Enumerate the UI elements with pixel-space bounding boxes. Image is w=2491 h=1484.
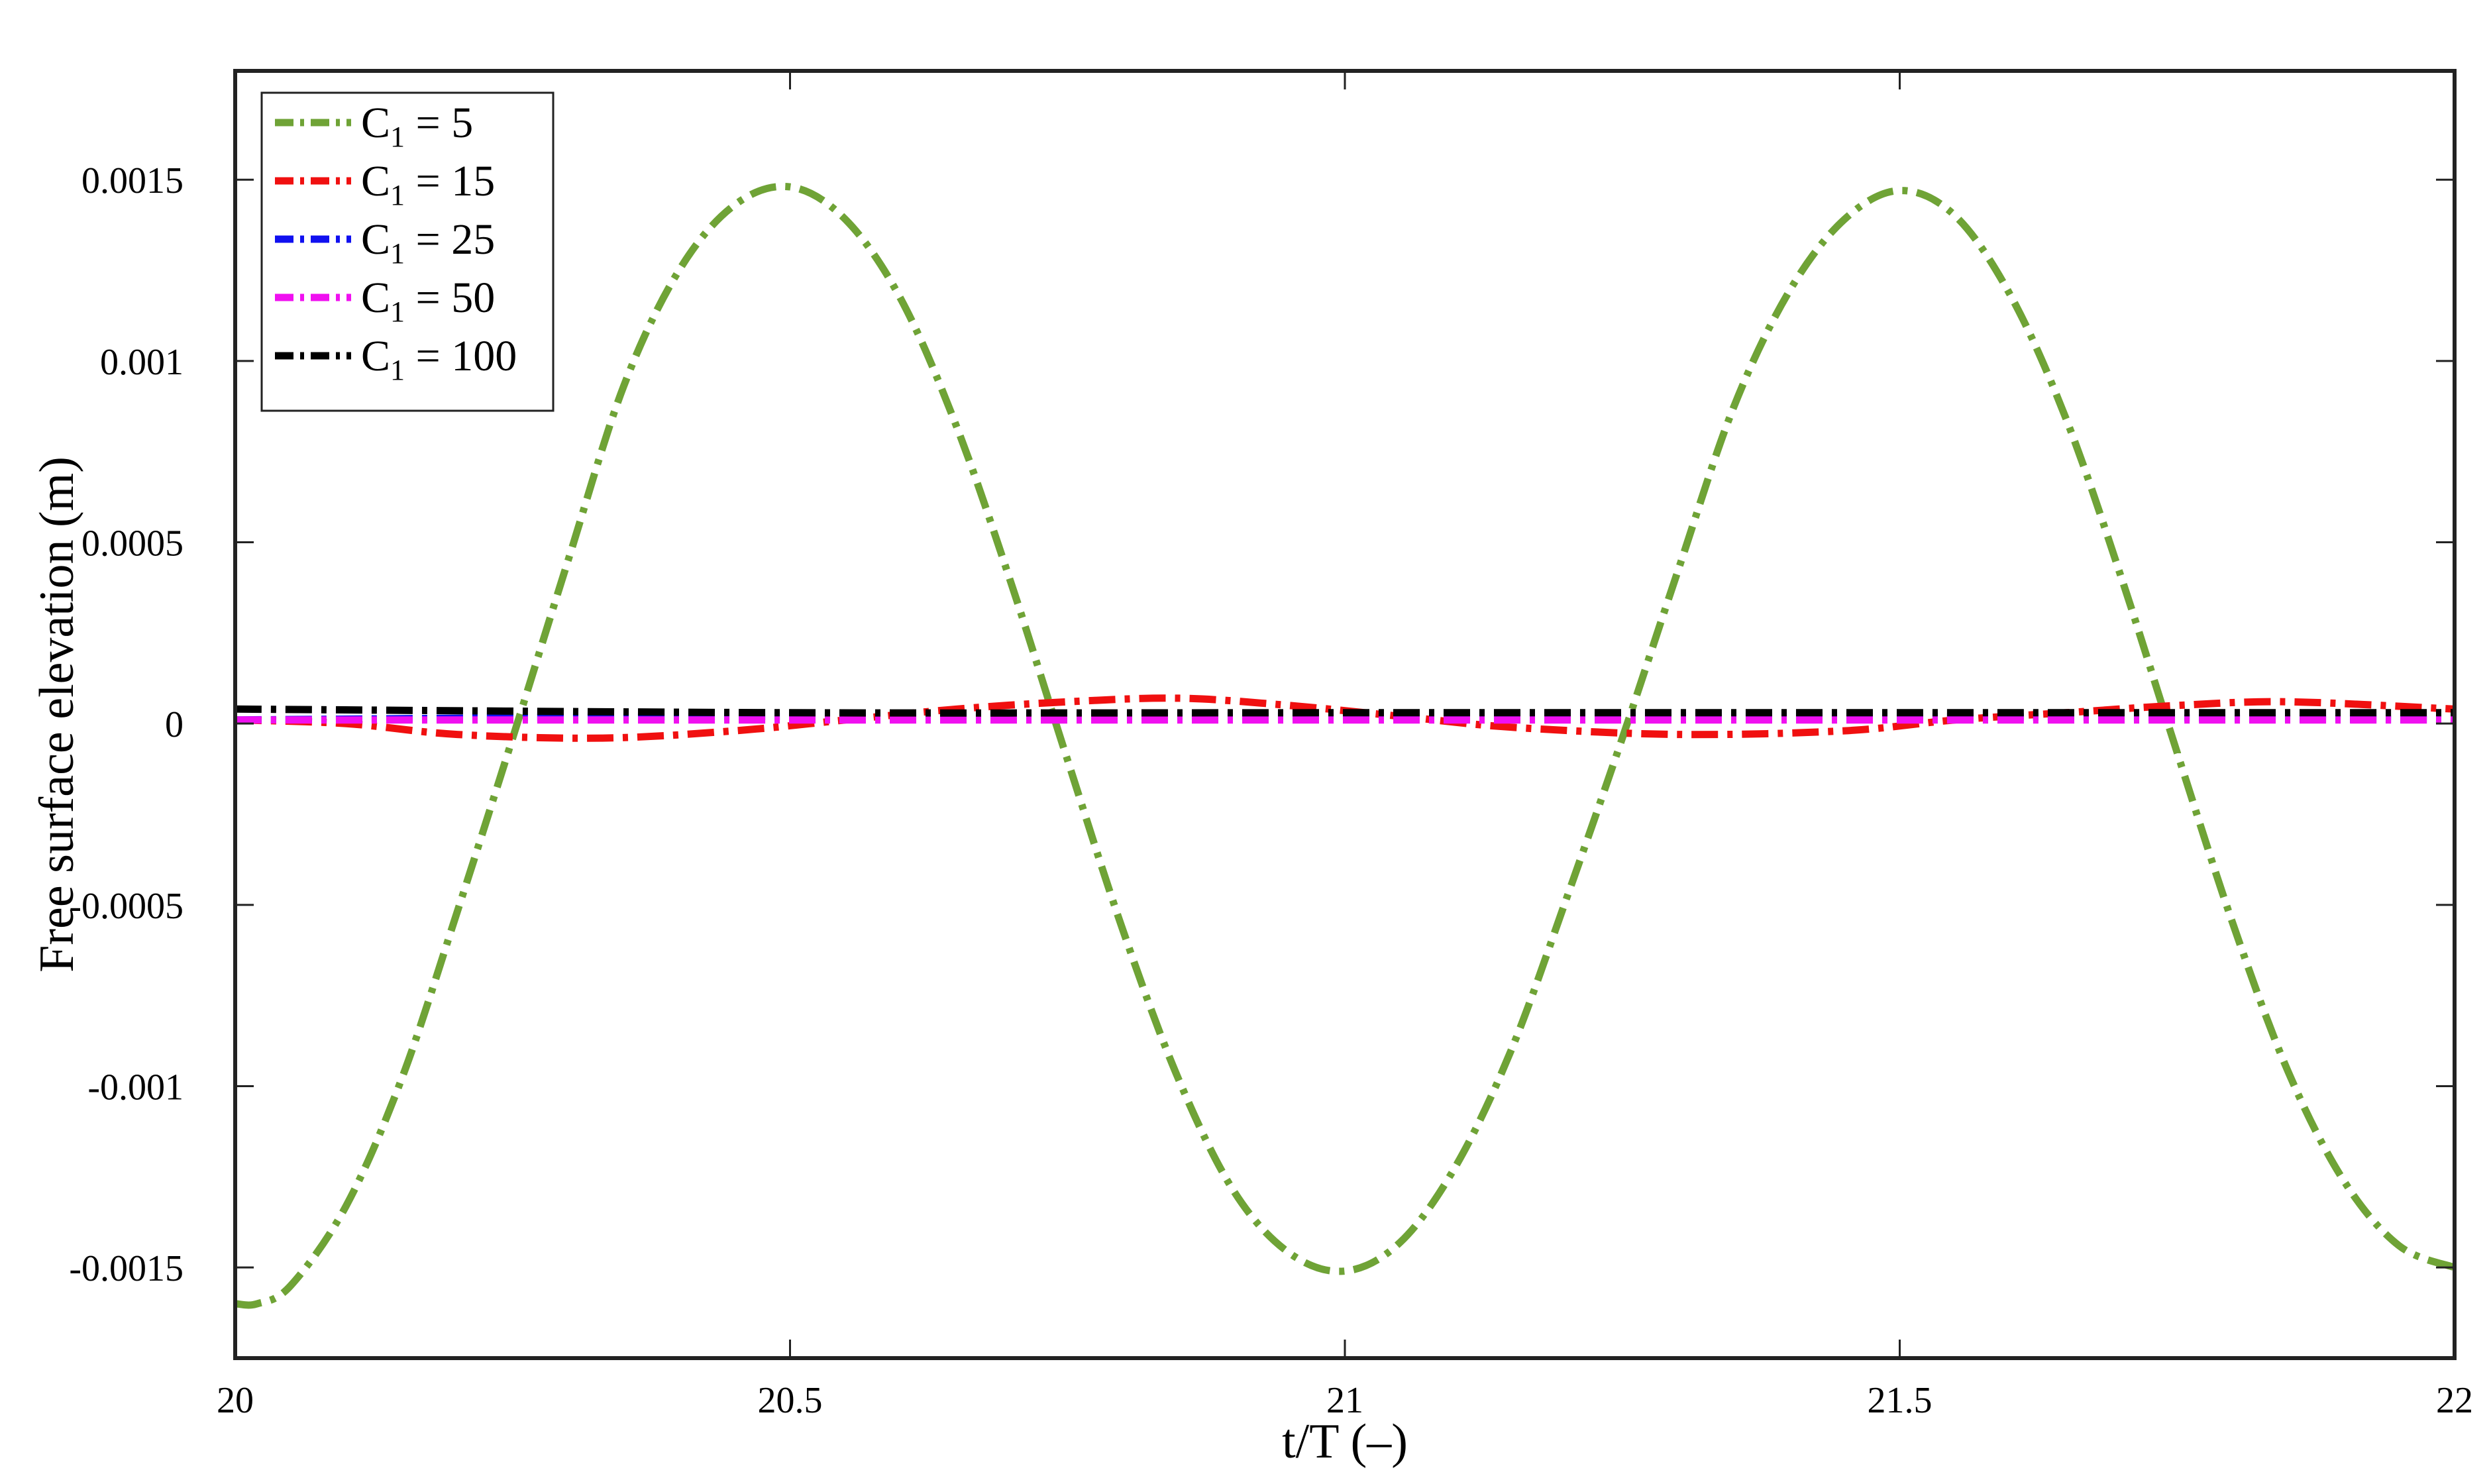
x-tick-label: 20.5 bbox=[758, 1380, 823, 1421]
ticks-layer: 20 20.5 21 21.5 22 -0.0015 -0.001 -0.0005 0 0.000… bbox=[69, 71, 2473, 1421]
y-tick-label: 0.001 bbox=[100, 342, 184, 383]
legend-label-4: C1 = 50 bbox=[361, 274, 495, 328]
legend-label-1: C1 = 5 bbox=[361, 99, 473, 153]
x-axis-label: t/T (–) bbox=[1282, 1414, 1408, 1469]
legend-label-5: C1 = 100 bbox=[361, 332, 517, 386]
x-tick-label: 21 bbox=[1326, 1380, 1363, 1421]
y-tick-label: -0.0015 bbox=[69, 1248, 184, 1289]
y-axis-label: Free surface elevation (m) bbox=[30, 456, 84, 973]
y-tick-label: 0.0015 bbox=[81, 160, 184, 201]
y-tick-label: 0.0005 bbox=[81, 523, 184, 564]
x-tick-label: 20 bbox=[217, 1380, 254, 1421]
legend-label-2: C1 = 15 bbox=[361, 157, 495, 211]
series-line-5 bbox=[235, 705, 2455, 717]
series-line-1 bbox=[235, 182, 2457, 1309]
y-tick-label: 0 bbox=[165, 704, 184, 745]
legend-box bbox=[260, 91, 555, 412]
x-tick-label: 22 bbox=[2436, 1380, 2473, 1421]
legend-label-3: C1 = 25 bbox=[361, 215, 495, 270]
series-layer bbox=[235, 182, 2457, 1309]
x-tick-label: 21.5 bbox=[1868, 1380, 1933, 1421]
y-tick-label: -0.0005 bbox=[69, 886, 184, 927]
y-tick-label: -0.001 bbox=[87, 1067, 184, 1108]
